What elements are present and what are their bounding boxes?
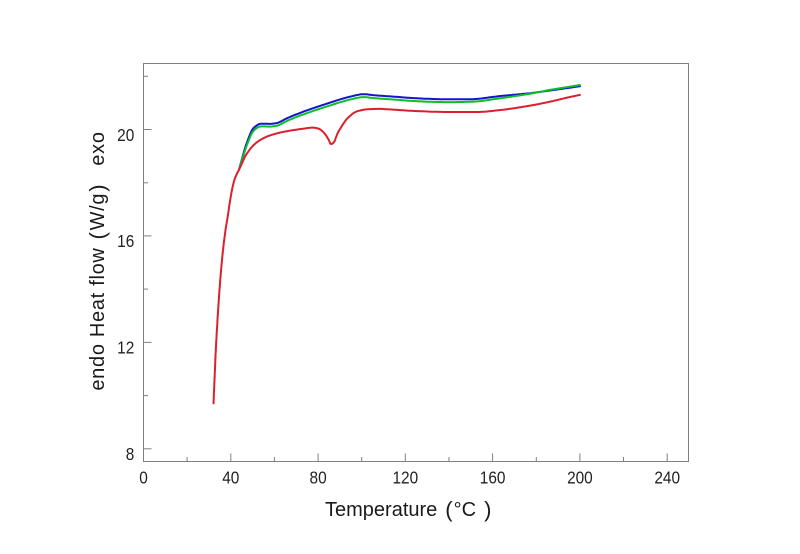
- svg-text:20: 20: [117, 126, 134, 145]
- svg-text:0: 0: [139, 468, 148, 487]
- svg-text:160: 160: [480, 468, 506, 487]
- svg-text:240: 240: [654, 468, 680, 487]
- svg-text:120: 120: [392, 468, 418, 487]
- svg-text:80: 80: [310, 468, 327, 487]
- svg-text:16: 16: [117, 232, 134, 251]
- svg-text:8: 8: [126, 445, 135, 464]
- svg-text:200: 200: [567, 468, 593, 487]
- svg-text:12: 12: [117, 339, 134, 358]
- svg-text:40: 40: [222, 468, 239, 487]
